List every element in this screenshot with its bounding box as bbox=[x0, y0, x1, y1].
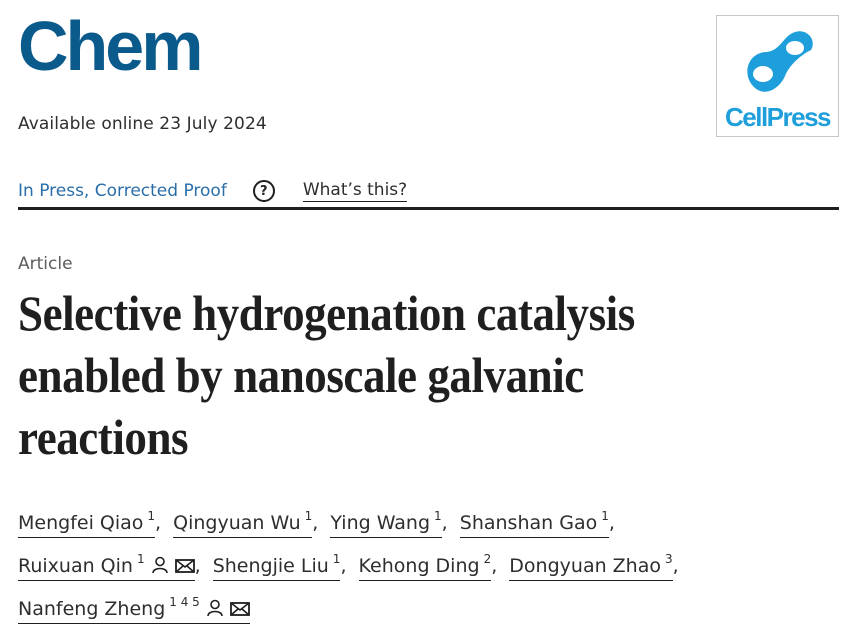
affiliation-ref[interactable]: 1 bbox=[601, 509, 609, 523]
author-item: Qingyuan Wu 1, bbox=[173, 509, 324, 538]
author-link[interactable]: Shanshan Gao 1 bbox=[459, 509, 609, 538]
author-item: Shengjie Liu 1, bbox=[212, 552, 353, 581]
affiliation-ref[interactable]: 1 bbox=[434, 509, 442, 523]
author-link[interactable]: Shengjie Liu 1 bbox=[212, 552, 341, 581]
affiliation-ref[interactable]: 3 bbox=[665, 552, 673, 566]
affiliation-ref[interactable]: 1 bbox=[136, 552, 145, 566]
article-status-row: In Press, Corrected Proof ? What’s this? bbox=[18, 178, 408, 204]
author-link[interactable]: Mengfei Qiao 1 bbox=[18, 509, 156, 538]
affiliation-ref[interactable]: 1 bbox=[332, 552, 341, 566]
author-list: Mengfei Qiao 1, Qingyuan Wu 1, Ying Wang 1,… bbox=[18, 498, 838, 624]
author-item: Ruixuan Qin 1, bbox=[18, 552, 207, 581]
affiliation-ref[interactable]: 1 4 5 bbox=[169, 595, 200, 609]
author-link[interactable]: Dongyuan Zhao 3 bbox=[509, 552, 673, 581]
author-item: Mengfei Qiao 1, bbox=[18, 509, 167, 538]
author-link[interactable]: Nanfeng Zheng 1 4 5 bbox=[18, 595, 250, 624]
article-title: Selective hydrogenation catalysis enable… bbox=[18, 285, 635, 465]
email-icon bbox=[229, 602, 250, 616]
journal-logo[interactable]: Chem bbox=[18, 7, 203, 85]
author-link[interactable]: Ying Wang 1 bbox=[330, 509, 442, 538]
email-icon bbox=[174, 559, 195, 573]
author-link[interactable]: Ruixuan Qin 1 bbox=[18, 552, 195, 581]
in-press-status-link[interactable]: In Press, Corrected Proof bbox=[18, 181, 227, 201]
cellpress-wordmark: CellPress bbox=[724, 102, 832, 132]
affiliation-ref[interactable]: 1 bbox=[304, 509, 313, 523]
cellpress-logo[interactable]: CellPress bbox=[716, 15, 839, 137]
author-item: Nanfeng Zheng 1 4 5 bbox=[18, 595, 256, 624]
affiliation-ref[interactable]: 1 bbox=[147, 509, 156, 523]
author-link[interactable]: Kehong Ding 2 bbox=[358, 552, 492, 581]
whats-this-link[interactable]: What’s this? bbox=[302, 180, 408, 202]
author-link[interactable]: Qingyuan Wu 1 bbox=[173, 509, 313, 538]
person-icon bbox=[207, 599, 223, 617]
cellpress-symbol-icon bbox=[747, 31, 813, 92]
affiliation-ref[interactable]: 2 bbox=[483, 552, 492, 566]
person-icon bbox=[151, 556, 168, 574]
header-divider bbox=[18, 207, 839, 210]
available-online-date: Available online 23 July 2024 bbox=[18, 114, 267, 134]
author-item: Ying Wang 1, bbox=[330, 509, 453, 538]
author-item: Shanshan Gao 1, bbox=[459, 509, 621, 538]
author-item: Kehong Ding 2, bbox=[358, 552, 504, 581]
article-type-label: Article bbox=[18, 254, 73, 274]
author-item: Dongyuan Zhao 3, bbox=[509, 552, 684, 581]
help-icon[interactable]: ? bbox=[252, 180, 275, 202]
